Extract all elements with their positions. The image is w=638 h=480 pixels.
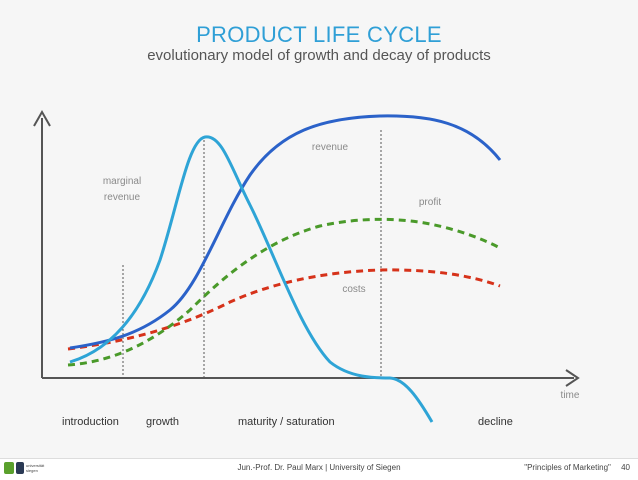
marginal-revenue-curve: [69, 135, 434, 423]
footer-author: Jun.-Prof. Dr. Paul Marx | University of…: [237, 463, 401, 472]
university-logo: universität siegen: [4, 461, 44, 477]
marginal-revenue-label-line2: revenue: [103, 192, 141, 203]
logo-mark-dark: [16, 462, 24, 474]
marginal-revenue-label-line1: marginal: [102, 176, 142, 187]
logo-mark-green: [4, 462, 14, 474]
costs-label: costs: [342, 284, 366, 295]
profit-curve: [67, 217, 501, 367]
x-axis-arrow: [565, 369, 580, 387]
footer-bar: universität siegen Jun.-Prof. Dr. Paul M…: [0, 458, 638, 480]
profit-label: profit: [418, 197, 442, 208]
slide-title: PRODUCT LIFE CYCLE: [196, 22, 442, 47]
logo-text: universität siegen: [26, 463, 45, 473]
phase-decline: decline: [478, 416, 513, 428]
phase-growth: growth: [146, 416, 180, 428]
phase-maturity: maturity / saturation: [238, 416, 335, 428]
slide-subtitle: evolutionary model of growth and decay o…: [147, 47, 491, 64]
footer-course: "Principles of Marketing": [524, 463, 611, 472]
revenue-curve: [69, 114, 502, 350]
page-number: 40: [621, 463, 630, 472]
marginal-revenue-label: marginal revenue: [90, 174, 154, 206]
footer-right: "Principles of Marketing" 40: [524, 463, 630, 472]
y-axis-arrow: [33, 109, 51, 127]
time-axis-label: time: [560, 390, 580, 401]
revenue-label: revenue: [311, 142, 349, 153]
phase-introduction: introduction: [62, 416, 119, 428]
